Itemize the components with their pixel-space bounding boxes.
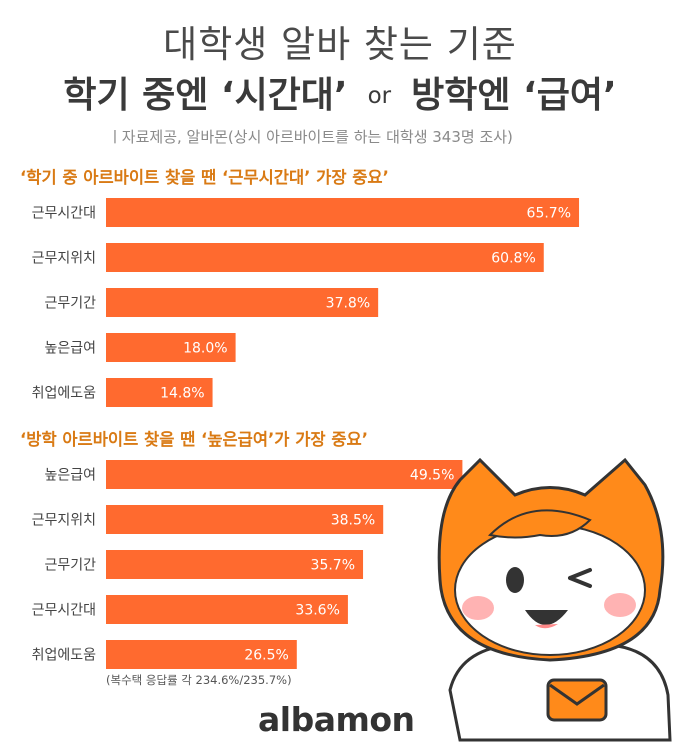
category-label: 근무시간대	[32, 206, 96, 222]
value-label: 49.5%	[410, 468, 454, 484]
value-label: 38.5%	[331, 513, 375, 529]
category-label: 근무지위치	[32, 513, 96, 529]
footnote: (복수택 응답률 각 234.6%/235.7%)	[106, 673, 292, 687]
chart2-title: ‘방학 아르바이트 찾을 땐 ‘높은급여’가 가장 중요’	[20, 430, 368, 449]
title-line-1: 대학생 알바 찾는 기준	[163, 23, 517, 66]
value-label: 35.7%	[311, 558, 355, 574]
value-label: 65.7%	[527, 206, 571, 222]
value-label: 18.0%	[183, 341, 227, 357]
source-note: ㅣ자료제공, 알바몬(상시 아르바이트를 하는 대학생 343명 조사)	[108, 128, 513, 146]
albamon-logo: albamon	[258, 700, 415, 739]
bar-근무시간대	[106, 595, 348, 624]
title-line-2: 학기 중엔 ‘시간대’ or 방학엔 ‘급여’	[0, 66, 680, 118]
value-label: 14.8%	[160, 386, 204, 402]
chart-vacation: 높은급여 49.5% 근무지위치 38.5% 근무기간 35.7% 근무시간대 33.6% 취업…	[0, 452, 680, 677]
bar-높은급여	[106, 333, 236, 362]
bar-높은급여	[106, 460, 463, 489]
category-label: 취업에도움	[32, 648, 97, 664]
bar-취업에도움	[106, 640, 297, 669]
category-label: 높은급여	[44, 468, 96, 484]
value-label: 60.8%	[491, 251, 535, 267]
value-label: 33.6%	[295, 603, 339, 619]
title-right: 방학엔 ‘급여’	[411, 75, 617, 116]
category-label: 높은급여	[44, 341, 96, 357]
chart1-title: ‘학기 중 아르바이트 찾을 땐 ‘근무시간대’ 가장 중요’	[20, 168, 389, 187]
cat-mascot-icon	[437, 457, 672, 742]
bar-취업에도움	[106, 378, 213, 407]
category-label: 근무시간대	[32, 603, 96, 619]
category-label: 근무기간	[44, 296, 96, 312]
bar-근무지위치	[106, 505, 384, 534]
bar-근무기간	[106, 288, 379, 317]
title-left: 학기 중엔 ‘시간대’	[63, 75, 348, 116]
chart-svg-1: 근무시간대 65.7% 근무지위치 60.8% 근무기간 37.8% 높은급여 18.0% 취업…	[32, 198, 580, 407]
bar-근무지위치	[106, 243, 544, 272]
value-label: 37.8%	[326, 296, 370, 312]
chart-svg-2: 높은급여 49.5% 근무지위치 38.5% 근무기간 35.7% 근무시간대 33.6% 취업…	[32, 460, 463, 669]
category-label: 근무지위치	[32, 251, 96, 267]
category-label: 취업에도움	[32, 386, 97, 402]
chart-semester: 근무시간대 65.7% 근무지위치 60.8% 근무기간 37.8% 높은급여 18.0% 취업…	[0, 190, 680, 415]
bar-근무기간	[106, 550, 364, 579]
title-or: or	[367, 83, 392, 109]
logo-text: albamon	[258, 700, 415, 739]
bar-근무시간대	[106, 198, 580, 227]
value-label: 26.5%	[244, 648, 288, 664]
category-label: 근무기간	[44, 558, 96, 574]
